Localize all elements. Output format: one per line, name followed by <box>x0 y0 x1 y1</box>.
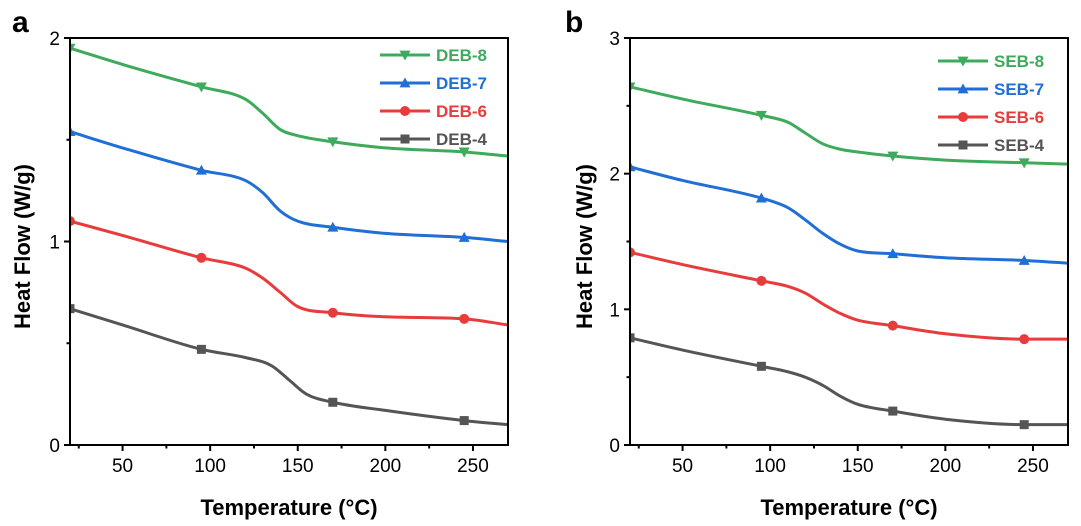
legend-marker-seb-7 <box>957 83 969 94</box>
data-point-seb-4 <box>756 361 766 371</box>
data-point-seb-4 <box>1019 420 1029 430</box>
x-axis-title: Temperature (°C) <box>760 495 937 520</box>
x-tick-label: 150 <box>282 456 314 477</box>
series-line-deb-6 <box>70 219 508 327</box>
x-tick-label: 100 <box>754 456 786 477</box>
data-point-seb-7 <box>630 161 636 172</box>
legend: DEB-8 DEB-7 DEB-6 DEB-4 <box>380 46 488 149</box>
legend-marker-deb-8 <box>399 50 411 61</box>
y-tick-label: 1 <box>609 300 620 321</box>
x-tick-label: 200 <box>930 456 962 477</box>
data-point-deb-8 <box>70 43 76 54</box>
data-point-seb-8 <box>755 110 767 121</box>
y-axis-title: Heat Flow (W/g) <box>10 164 35 329</box>
data-point-deb-7 <box>327 221 339 232</box>
series-group <box>630 82 1068 430</box>
x-tick-label: 50 <box>112 456 133 477</box>
x-tick-label: 50 <box>672 456 693 477</box>
data-point-deb-4 <box>70 304 75 314</box>
data-point-deb-6 <box>459 313 470 324</box>
y-axis-title: Heat Flow (W/g) <box>572 164 597 329</box>
data-point-deb-6 <box>327 307 338 318</box>
y-tick-label: 3 <box>609 29 620 50</box>
data-point-deb-4 <box>328 397 338 407</box>
series-line-deb-4 <box>70 307 508 427</box>
legend-marker-seb-8 <box>957 56 969 67</box>
plot-frame <box>69 37 509 446</box>
data-point-seb-8 <box>1018 158 1030 169</box>
y-tick-label: 0 <box>49 436 60 457</box>
data-point-deb-7 <box>70 126 76 137</box>
legend-marker-seb-6 <box>958 112 968 122</box>
data-point-deb-8 <box>195 82 207 93</box>
panel-b: b 50 100 150 200 250 0 1 2 3 Temperature (°C) Heat … <box>565 6 1069 520</box>
x-tick-label: 150 <box>842 456 874 477</box>
plot-frame <box>629 37 1069 446</box>
legend-label-deb-4: DEB-4 <box>436 130 488 149</box>
data-point-seb-6 <box>630 247 635 258</box>
x-tick-label: 250 <box>457 456 489 477</box>
data-point-seb-8 <box>887 151 899 162</box>
data-point-deb-6 <box>70 216 75 227</box>
legend: SEB-8 SEB-7 SEB-6 SEB-4 <box>938 52 1045 155</box>
data-point-seb-4 <box>630 333 635 343</box>
panel-label: a <box>12 6 29 39</box>
series-line-deb-7 <box>70 130 508 243</box>
y-tick-label: 1 <box>49 233 60 254</box>
data-point-seb-6 <box>887 320 898 331</box>
y-tick-label: 2 <box>49 29 60 50</box>
legend-marker-deb-6 <box>400 106 410 116</box>
legend-marker-deb-4 <box>400 134 410 144</box>
data-point-deb-7 <box>458 231 470 242</box>
legend-label-seb-8: SEB-8 <box>994 52 1044 71</box>
y-tick-label: 0 <box>609 436 620 457</box>
series-line-seb-7 <box>630 165 1068 265</box>
data-point-deb-8 <box>458 147 470 158</box>
legend-label-seb-6: SEB-6 <box>994 108 1044 127</box>
data-point-deb-4 <box>459 416 469 426</box>
data-point-deb-4 <box>196 344 206 354</box>
x-axis-title: Temperature (°C) <box>200 495 377 520</box>
legend-label-deb-7: DEB-7 <box>436 74 487 93</box>
panel-label: b <box>565 6 583 39</box>
x-tick-label: 200 <box>370 456 402 477</box>
data-point-deb-8 <box>327 137 339 148</box>
legend-label-deb-8: DEB-8 <box>436 46 487 65</box>
x-tick-label: 250 <box>1017 456 1049 477</box>
data-point-seb-8 <box>630 82 636 93</box>
data-point-seb-7 <box>1018 254 1030 265</box>
legend-marker-deb-7 <box>399 77 411 88</box>
legend-marker-seb-4 <box>958 140 968 150</box>
data-point-seb-6 <box>756 275 767 286</box>
series-group <box>70 43 508 427</box>
series-line-deb-8 <box>70 46 508 158</box>
series-line-seb-4 <box>630 336 1068 427</box>
data-point-seb-7 <box>755 192 767 203</box>
series-line-seb-8 <box>630 85 1068 166</box>
data-point-seb-7 <box>887 248 899 259</box>
legend-label-seb-7: SEB-7 <box>994 80 1044 99</box>
series-line-seb-6 <box>630 250 1068 341</box>
legend-label-seb-4: SEB-4 <box>994 136 1045 155</box>
x-tick-label: 100 <box>194 456 226 477</box>
data-point-deb-6 <box>196 252 207 263</box>
y-tick-label: 2 <box>609 165 620 186</box>
legend-label-deb-6: DEB-6 <box>436 102 487 121</box>
data-point-seb-4 <box>888 406 898 416</box>
data-point-seb-6 <box>1019 334 1030 345</box>
data-point-deb-7 <box>195 164 207 175</box>
panel-a: a 50 100 150 200 250 0 1 2 Temperature (°C) Heat F… <box>10 6 509 520</box>
